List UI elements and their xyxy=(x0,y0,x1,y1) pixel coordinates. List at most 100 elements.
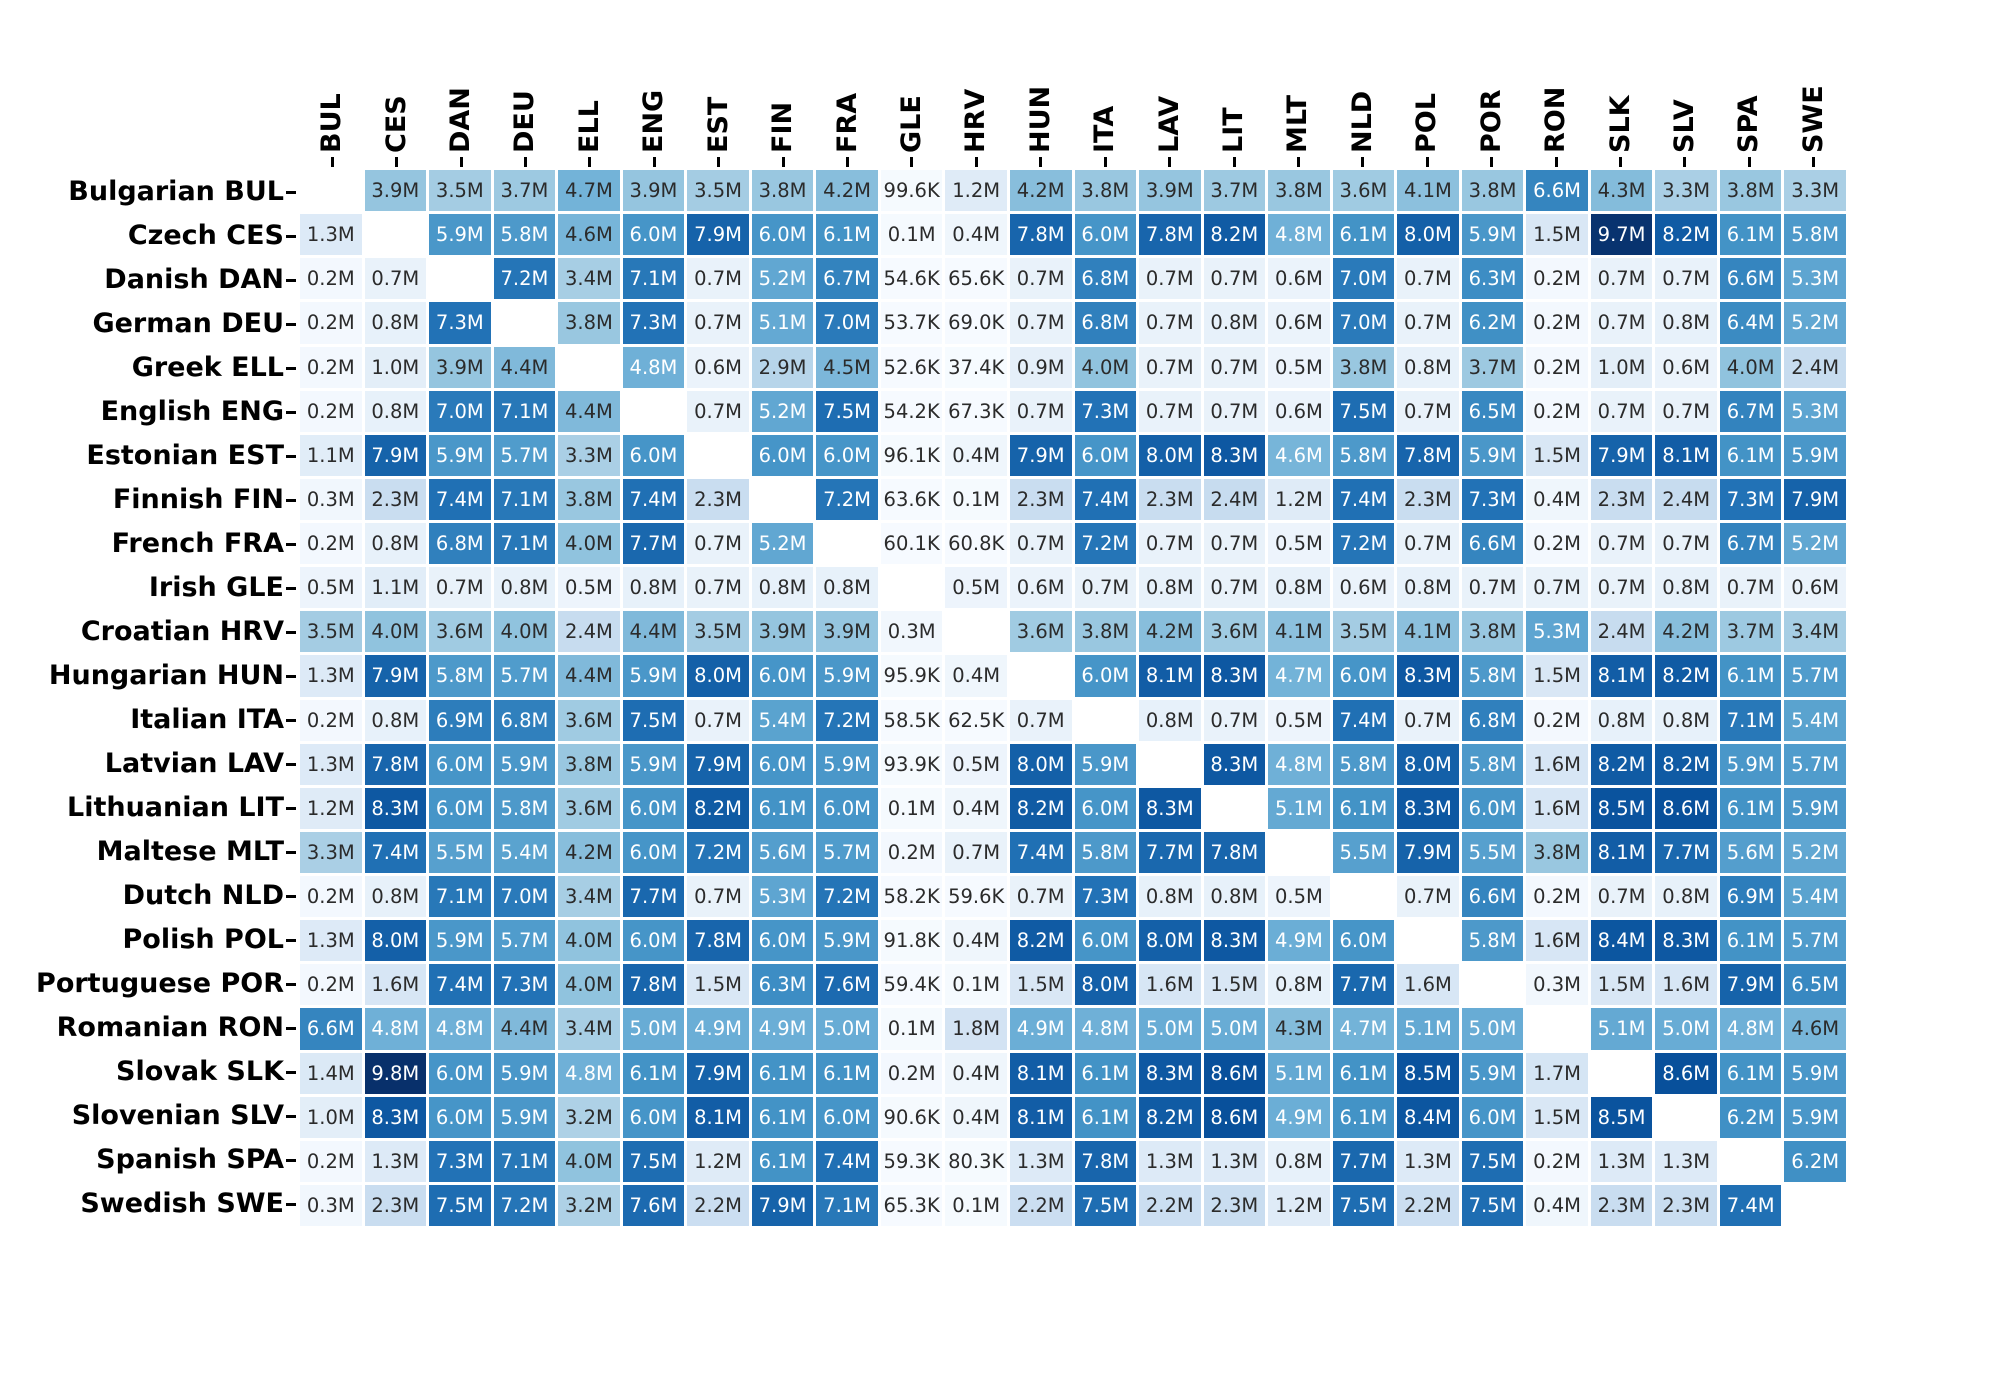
heatmap-cell: 8.1M xyxy=(1590,655,1653,697)
heatmap-cell: 6.1M xyxy=(1719,920,1782,962)
heatmap-cell: 7.0M xyxy=(429,390,491,432)
heatmap-cell: 7.4M xyxy=(622,478,685,520)
heatmap-cell: 5.4M xyxy=(1784,876,1846,918)
heatmap-cell: 0.8M xyxy=(364,523,427,565)
heatmap-cell: 1.3M xyxy=(1009,1140,1072,1182)
row-label-ita: Italian ITA xyxy=(130,704,284,735)
heatmap-cell: 0.7M xyxy=(1461,567,1524,609)
heatmap-cell: 0.3M xyxy=(300,1184,362,1226)
heatmap-cell: 7.4M xyxy=(1719,1184,1782,1226)
heatmap-cell: 6.0M xyxy=(1074,920,1137,962)
heatmap-cell: 5.9M xyxy=(429,434,491,476)
heatmap-cell: 0.7M xyxy=(687,258,749,300)
heatmap-cell: 0.7M xyxy=(1009,302,1072,344)
heatmap-cell: 4.1M xyxy=(1268,611,1330,653)
heatmap-cell xyxy=(1655,1096,1717,1138)
heatmap-cell: 6.1M xyxy=(1074,1052,1137,1094)
column-label-fra: FRA xyxy=(831,92,863,153)
heatmap-cell: 4.8M xyxy=(364,1008,427,1050)
heatmap-cell: 8.2M xyxy=(1009,787,1072,829)
heatmap-cell: 1.6M xyxy=(1655,964,1717,1006)
heatmap-cell: 0.4M xyxy=(945,214,1007,256)
heatmap-cell: 0.1M xyxy=(880,787,943,829)
heatmap-cell: 1.3M xyxy=(1139,1140,1201,1182)
heatmap-cell: 5.1M xyxy=(751,302,814,344)
heatmap-cell: 5.7M xyxy=(493,655,556,697)
heatmap-cell: 7.7M xyxy=(622,876,685,918)
heatmap-cell: 7.9M xyxy=(1590,434,1653,476)
heatmap-cell: 2.3M xyxy=(1203,1184,1266,1226)
heatmap-cell: 6.0M xyxy=(751,655,814,697)
heatmap-cell: 0.8M xyxy=(1268,1140,1330,1182)
x-tick-mark xyxy=(1554,157,1558,167)
heatmap-cell: 0.7M xyxy=(1009,258,1072,300)
heatmap-cell: 0.7M xyxy=(1397,876,1459,918)
x-tick-mark xyxy=(1103,157,1107,167)
heatmap-cell: 5.9M xyxy=(493,1096,556,1138)
heatmap-cell: 6.1M xyxy=(1719,655,1782,697)
heatmap-cell: 0.8M xyxy=(493,567,556,609)
heatmap-cell: 5.9M xyxy=(1784,1052,1846,1094)
heatmap-cell xyxy=(687,434,749,476)
heatmap-cell: 3.8M xyxy=(1526,831,1588,873)
heatmap-cell: 0.5M xyxy=(1268,699,1330,741)
heatmap-cell: 7.9M xyxy=(364,434,427,476)
heatmap-cell: 8.1M xyxy=(687,1096,749,1138)
heatmap-cell: 4.4M xyxy=(493,346,556,388)
heatmap-cell: 8.5M xyxy=(1397,1052,1459,1094)
heatmap-cell: 4.9M xyxy=(1268,920,1330,962)
heatmap-cell: 3.8M xyxy=(558,743,620,785)
heatmap-cell: 59.6K xyxy=(945,876,1007,918)
heatmap-cell: 0.2M xyxy=(1526,876,1588,918)
heatmap-cell: 5.8M xyxy=(493,787,556,829)
column-label-hun: HUN xyxy=(1024,85,1056,153)
heatmap-cell: 3.8M xyxy=(751,170,814,212)
heatmap-cell: 7.8M xyxy=(622,964,685,1006)
heatmap-cell: 8.5M xyxy=(1590,787,1653,829)
heatmap-cell: 5.9M xyxy=(1461,1052,1524,1094)
heatmap-cell: 7.9M xyxy=(687,1052,749,1094)
heatmap-cell: 6.1M xyxy=(1719,1052,1782,1094)
heatmap-cell: 9.7M xyxy=(1590,214,1653,256)
heatmap-cell: 1.5M xyxy=(1526,655,1588,697)
heatmap-cell: 6.2M xyxy=(1461,302,1524,344)
row-label-ell: Greek ELL xyxy=(131,352,284,383)
heatmap-cell: 7.8M xyxy=(364,743,427,785)
heatmap-cell: 7.3M xyxy=(1461,478,1524,520)
heatmap-cell: 8.3M xyxy=(1203,434,1266,476)
heatmap-cell: 2.2M xyxy=(1397,1184,1459,1226)
heatmap-cell: 7.2M xyxy=(816,876,878,918)
heatmap-cell: 6.1M xyxy=(816,214,878,256)
heatmap-cell: 7.1M xyxy=(1719,699,1782,741)
y-tick-mark xyxy=(286,674,296,678)
x-tick-mark xyxy=(330,157,334,167)
heatmap-cell: 6.1M xyxy=(1332,1096,1395,1138)
heatmap-cell: 0.7M xyxy=(1397,699,1459,741)
heatmap-cell: 0.8M xyxy=(364,699,427,741)
heatmap-cell: 95.9K xyxy=(880,655,943,697)
heatmap-cell: 2.9M xyxy=(751,346,814,388)
row-label-slk: Slovak SLK xyxy=(116,1056,284,1087)
heatmap-cell: 0.6M xyxy=(1655,346,1717,388)
heatmap-cell xyxy=(558,346,620,388)
heatmap-cell xyxy=(945,611,1007,653)
column-label-swe: SWE xyxy=(1797,85,1829,153)
heatmap-cell: 5.7M xyxy=(1784,920,1846,962)
row-label-hun: Hungarian HUN xyxy=(48,660,284,691)
heatmap-cell: 1.0M xyxy=(300,1096,362,1138)
heatmap-cell: 7.7M xyxy=(1332,1140,1395,1182)
heatmap-cell: 58.5K xyxy=(880,699,943,741)
heatmap-cell: 0.5M xyxy=(300,567,362,609)
heatmap-cell: 0.7M xyxy=(1009,699,1072,741)
heatmap-cell: 6.0M xyxy=(816,1096,878,1138)
heatmap-cell: 4.2M xyxy=(558,831,620,873)
heatmap-cell: 1.5M xyxy=(1590,964,1653,1006)
heatmap-cell: 7.4M xyxy=(364,831,427,873)
heatmap-cell: 1.8M xyxy=(945,1008,1007,1050)
heatmap-cell: 0.6M xyxy=(1268,390,1330,432)
heatmap-cell: 2.3M xyxy=(1397,478,1459,520)
heatmap-cell: 3.4M xyxy=(558,1008,620,1050)
heatmap-cell: 3.8M xyxy=(1461,170,1524,212)
heatmap-cell: 6.7M xyxy=(1719,390,1782,432)
heatmap-cell: 3.9M xyxy=(751,611,814,653)
